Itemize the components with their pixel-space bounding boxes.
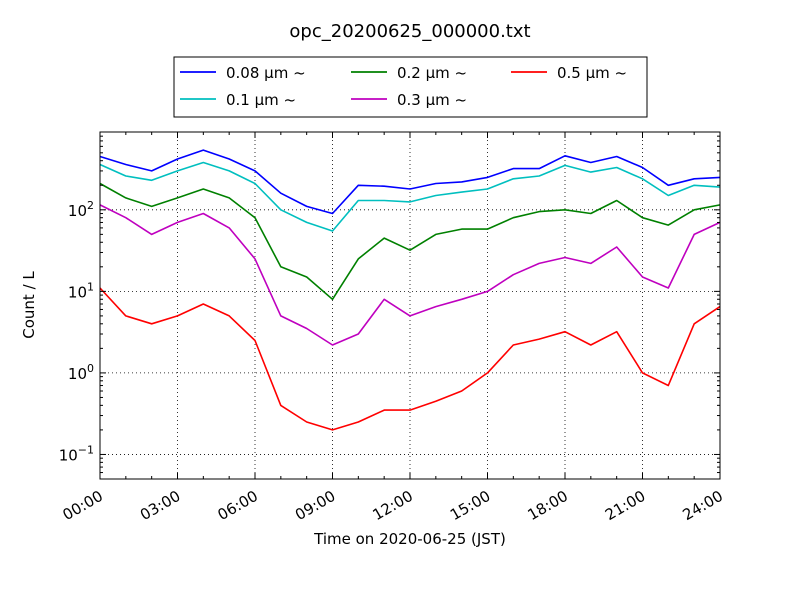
series-line-4 (99, 287, 721, 431)
legend-label-3: 0.3 μm ~ (397, 91, 467, 109)
x-tick-label: 00:00 (60, 487, 106, 524)
x-tick-label: 12:00 (370, 487, 416, 524)
y-tick-label: 10−1 (59, 443, 94, 464)
y-tick-label: 101 (68, 280, 94, 301)
y-tick-label: 100 (68, 362, 94, 383)
y-tick-label: 102 (68, 199, 94, 220)
ticks (99, 131, 721, 480)
legend-label-0: 0.08 μm ~ (226, 64, 306, 82)
series-line-1 (99, 161, 721, 232)
y-tick-labels: 10−1 100 101 102 (59, 199, 94, 465)
x-axis-label: Time on 2020-06-25 (JST) (313, 530, 506, 548)
series-line-0 (99, 149, 721, 215)
x-tick-label: 09:00 (292, 487, 338, 524)
x-tick-label: 06:00 (215, 487, 261, 524)
series-line-3 (99, 204, 721, 346)
x-tick-label: 15:00 (447, 487, 493, 524)
x-tick-label: 18:00 (525, 487, 571, 524)
legend: 0.08 μm ~ 0.1 μm ~ 0.2 μm ~ 0.3 μm ~ 0.5 μm … (173, 56, 648, 118)
legend-label-1: 0.1 μm ~ (226, 91, 296, 109)
x-tick-label: 03:00 (137, 487, 183, 524)
legend-label-2: 0.2 μm ~ (397, 64, 467, 82)
chart-title: opc_20200625_000000.txt (289, 21, 530, 42)
grid (100, 132, 720, 479)
series-group (99, 149, 721, 431)
legend-box (173, 56, 648, 118)
x-tick-label: 21:00 (602, 487, 648, 524)
legend-label-4: 0.5 μm ~ (557, 64, 627, 82)
series-line-2 (99, 182, 721, 301)
x-tick-label: 24:00 (680, 487, 726, 524)
x-tick-labels: 00:00 03:00 06:00 09:00 12:00 15:00 18:00 21:00… (60, 487, 726, 524)
y-axis-label: Count / L (20, 271, 38, 339)
